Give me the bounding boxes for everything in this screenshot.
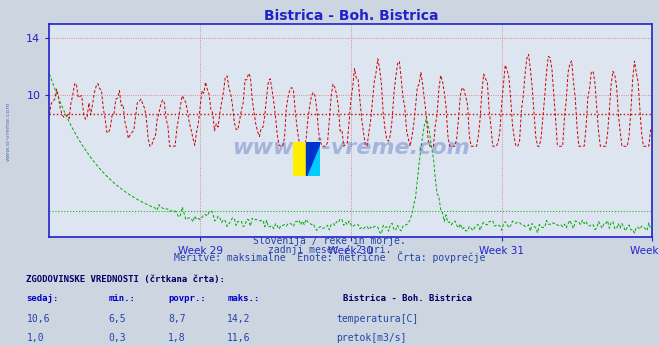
Text: zadnji mesec / 2 uri.: zadnji mesec / 2 uri.	[268, 245, 391, 255]
Text: pretok[m3/s]: pretok[m3/s]	[336, 333, 407, 343]
Text: 10,6: 10,6	[26, 314, 50, 324]
Text: 0,3: 0,3	[109, 333, 127, 343]
Text: 1,8: 1,8	[168, 333, 186, 343]
Text: www.si-vreme.com: www.si-vreme.com	[5, 102, 11, 161]
Text: povpr.:: povpr.:	[168, 294, 206, 303]
Polygon shape	[306, 142, 320, 176]
Text: Meritve: maksimalne  Enote: metrične  Črta: povprečje: Meritve: maksimalne Enote: metrične Črta…	[174, 251, 485, 263]
Polygon shape	[306, 142, 320, 176]
Text: www.si-vreme.com: www.si-vreme.com	[232, 138, 470, 158]
Text: sedaj:: sedaj:	[26, 294, 59, 303]
Text: 8,7: 8,7	[168, 314, 186, 324]
Text: 6,5: 6,5	[109, 314, 127, 324]
Text: 14,2: 14,2	[227, 314, 251, 324]
Bar	[293, 142, 306, 176]
Text: 1,0: 1,0	[26, 333, 44, 343]
Title: Bistrica - Boh. Bistrica: Bistrica - Boh. Bistrica	[264, 9, 438, 23]
Text: Bistrica - Boh. Bistrica: Bistrica - Boh. Bistrica	[343, 294, 472, 303]
Text: maks.:: maks.:	[227, 294, 260, 303]
Text: 11,6: 11,6	[227, 333, 251, 343]
Text: temperatura[C]: temperatura[C]	[336, 314, 418, 324]
Text: Slovenija / reke in morje.: Slovenija / reke in morje.	[253, 236, 406, 246]
Text: min.:: min.:	[109, 294, 136, 303]
Text: ZGODOVINSKE VREDNOSTI (črtkana črta):: ZGODOVINSKE VREDNOSTI (črtkana črta):	[26, 275, 225, 284]
